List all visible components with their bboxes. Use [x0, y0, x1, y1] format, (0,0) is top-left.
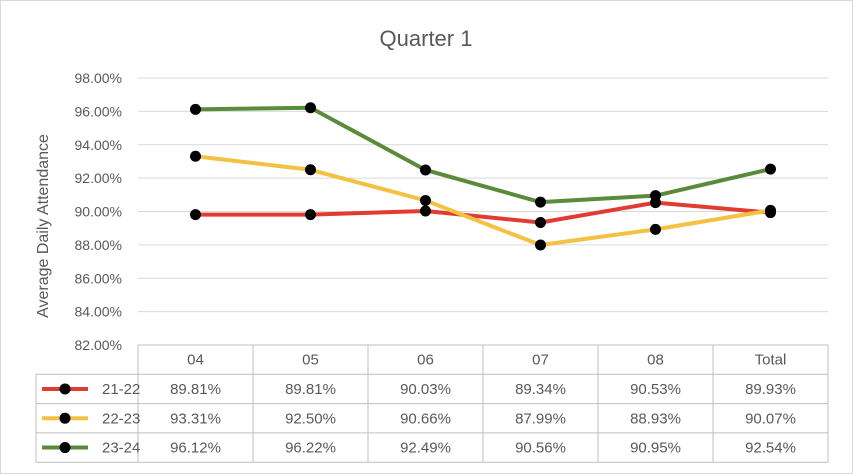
- data-point: [305, 102, 316, 114]
- data-point: [535, 196, 546, 208]
- data-label: 92.54%: [745, 440, 796, 457]
- data-table: 04 05 06 07 08 Total 21-22 89.81% 89.81% 90.03% 89…: [35, 344, 829, 463]
- y-tick-label: 98.00%: [75, 70, 122, 86]
- y-tick-label: 86.00%: [75, 270, 122, 286]
- data-point: [650, 190, 661, 202]
- x-tick-label: 04: [187, 352, 204, 369]
- x-tick-label: Total: [755, 352, 787, 369]
- data-point: [535, 217, 546, 229]
- y-tick-label: 84.00%: [75, 304, 122, 320]
- data-label: 89.34%: [515, 381, 566, 398]
- x-tick-label: 07: [532, 352, 549, 369]
- data-label: 90.03%: [400, 381, 451, 398]
- legend-entry: 22-23: [102, 410, 140, 427]
- data-point: [305, 209, 316, 221]
- y-tick-label: 94.00%: [75, 137, 122, 153]
- data-label: 96.22%: [285, 440, 336, 457]
- series-line: [195, 105, 771, 205]
- data-point: [535, 239, 546, 251]
- legend-key-marker: [59, 383, 71, 395]
- data-label: 88.93%: [630, 410, 681, 427]
- legend-key-marker: [59, 442, 71, 454]
- data-point: [420, 194, 431, 206]
- data-label: 87.99%: [515, 410, 566, 427]
- y-tick-label: 96.00%: [75, 103, 122, 119]
- data-label: 90.66%: [400, 410, 451, 427]
- data-point: [190, 150, 201, 162]
- y-tick-label: 90.00%: [75, 204, 122, 220]
- x-tick-label: 06: [417, 352, 434, 369]
- legend-entry: 23-24: [102, 440, 140, 457]
- y-tick-label: 92.00%: [75, 170, 122, 186]
- series-line: [195, 154, 771, 248]
- series-lines: [195, 105, 771, 248]
- x-tick-label: 08: [647, 352, 664, 369]
- data-label: 90.95%: [630, 440, 681, 457]
- y-tick-label: 82.00%: [75, 337, 122, 353]
- series-line: [195, 200, 771, 225]
- data-label: 96.12%: [170, 440, 221, 457]
- legend-entry: 21-22: [102, 381, 140, 398]
- data-point: [190, 209, 201, 221]
- data-label: 93.31%: [170, 410, 221, 427]
- data-point: [190, 103, 201, 115]
- data-label: 90.07%: [745, 410, 796, 427]
- data-label: 89.81%: [285, 381, 336, 398]
- data-point: [420, 164, 431, 176]
- data-point: [765, 204, 776, 216]
- legend-key-marker: [59, 412, 71, 424]
- x-tick-label: 05: [302, 352, 319, 369]
- data-label: 92.50%: [285, 410, 336, 427]
- data-label: 92.49%: [400, 440, 451, 457]
- y-tick-label: 88.00%: [75, 237, 122, 253]
- data-label: 89.93%: [745, 381, 796, 398]
- data-point: [765, 163, 776, 175]
- data-label: 90.56%: [515, 440, 566, 457]
- y-axis-ticks: 98.00% 96.00% 94.00% 92.00% 90.00% 88.00% 86.0…: [75, 70, 122, 353]
- gridlines: [138, 77, 828, 313]
- chart-title: Quarter 1: [380, 26, 473, 51]
- series-points: [190, 102, 776, 251]
- data-label: 89.81%: [170, 381, 221, 398]
- data-point: [305, 164, 316, 176]
- data-point: [420, 205, 431, 217]
- data-label: 90.53%: [630, 381, 681, 398]
- y-axis-title: Average Daily Attendance: [35, 134, 52, 318]
- data-point: [650, 223, 661, 235]
